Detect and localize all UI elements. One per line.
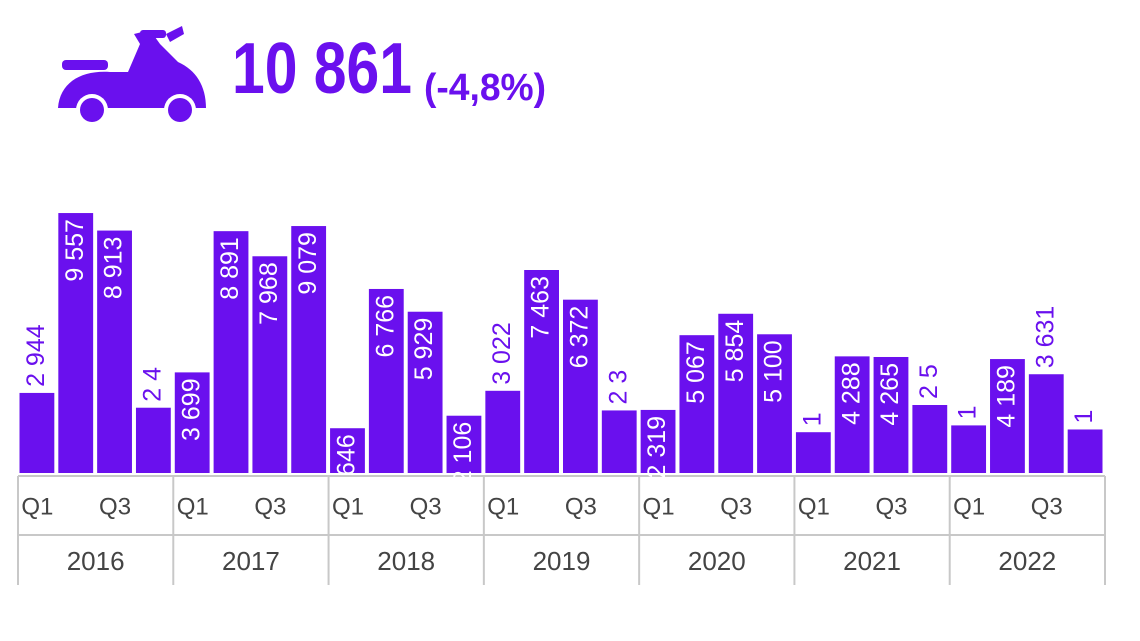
bar [834, 356, 870, 473]
value-label: 6 766 [371, 295, 399, 358]
bar [951, 425, 987, 473]
x-tick-label: Q3 [254, 493, 286, 520]
bar [1028, 374, 1064, 473]
value-label: 3 631 [1031, 306, 1059, 369]
value-label: 1 [1070, 410, 1098, 424]
value-label: 5 854 [721, 320, 749, 383]
group-label: 2022 [998, 546, 1056, 576]
x-tick-label: Q3 [99, 493, 131, 520]
x-tick-label: Q1 [643, 493, 675, 520]
bar [368, 288, 404, 473]
bar [330, 428, 365, 473]
bar [873, 356, 909, 473]
value-label: 6 372 [566, 306, 594, 369]
bar [679, 335, 715, 473]
value-label: 8 891 [216, 237, 244, 300]
bar [135, 407, 171, 473]
x-tick-label: Q1 [798, 493, 830, 520]
group-label: 2020 [688, 546, 746, 576]
value-label: 2 5 [915, 364, 943, 399]
headline: 10 861 [232, 29, 412, 109]
x-tick-label: Q1 [953, 493, 985, 520]
bar [912, 405, 948, 473]
x-tick-label: Q1 [177, 493, 209, 520]
bar [795, 432, 831, 473]
group-label: 2019 [533, 546, 591, 576]
bar [407, 311, 443, 473]
bar [601, 410, 637, 473]
value-label: 2 3 [604, 370, 632, 405]
scooter-icon [58, 26, 206, 126]
value-label: 2 944 [22, 324, 50, 387]
value-label: 4 189 [993, 365, 1021, 428]
value-label: 3 022 [488, 322, 516, 385]
x-tick-label: Q3 [565, 493, 597, 520]
bar [213, 231, 249, 473]
group-label: 2016 [67, 546, 125, 576]
x-tick-label: Q3 [720, 493, 752, 520]
bar [97, 230, 132, 473]
bar [252, 256, 288, 473]
value-label: 4 265 [876, 363, 904, 426]
x-tick-label: Q3 [410, 493, 442, 520]
bar [291, 226, 327, 473]
bar [640, 409, 676, 473]
headline-change: (-4,8%) [424, 67, 546, 109]
value-label: 5 067 [682, 341, 710, 404]
value-label: 5 929 [410, 318, 438, 381]
bar [58, 213, 94, 473]
bar [524, 270, 559, 473]
bar [757, 334, 792, 473]
group-label: 2017 [222, 546, 280, 576]
value-label: 2 106 [449, 422, 477, 485]
x-tick-label: Q1 [487, 493, 519, 520]
value-label: 4 288 [837, 362, 865, 425]
value-label: 1 [798, 412, 826, 426]
x-tick-label: Q3 [875, 493, 907, 520]
value-label: 2 319 [643, 416, 671, 479]
value-label: 7 463 [527, 276, 555, 339]
bar [446, 415, 482, 473]
bar [563, 299, 598, 473]
bar [174, 372, 210, 473]
value-label: 3 699 [177, 378, 205, 441]
value-label: 1 [954, 405, 982, 419]
group-label: 2021 [843, 546, 901, 576]
value-label: 9 557 [61, 219, 89, 282]
value-label: 8 913 [100, 237, 128, 300]
value-label: 9 079 [294, 232, 322, 295]
x-tick-label: Q3 [1031, 493, 1063, 520]
bar [1067, 429, 1103, 473]
bar [485, 390, 521, 473]
bar [718, 313, 754, 473]
bar [990, 359, 1025, 473]
value-label: 1 646 [333, 434, 361, 497]
x-tick-label: Q1 [332, 493, 364, 520]
group-label: 2018 [377, 546, 435, 576]
value-label: 7 968 [255, 262, 283, 325]
value-label: 2 4 [138, 367, 166, 402]
bar [19, 392, 55, 473]
value-label: 5 100 [760, 340, 788, 403]
x-tick-label: Q1 [21, 493, 53, 520]
